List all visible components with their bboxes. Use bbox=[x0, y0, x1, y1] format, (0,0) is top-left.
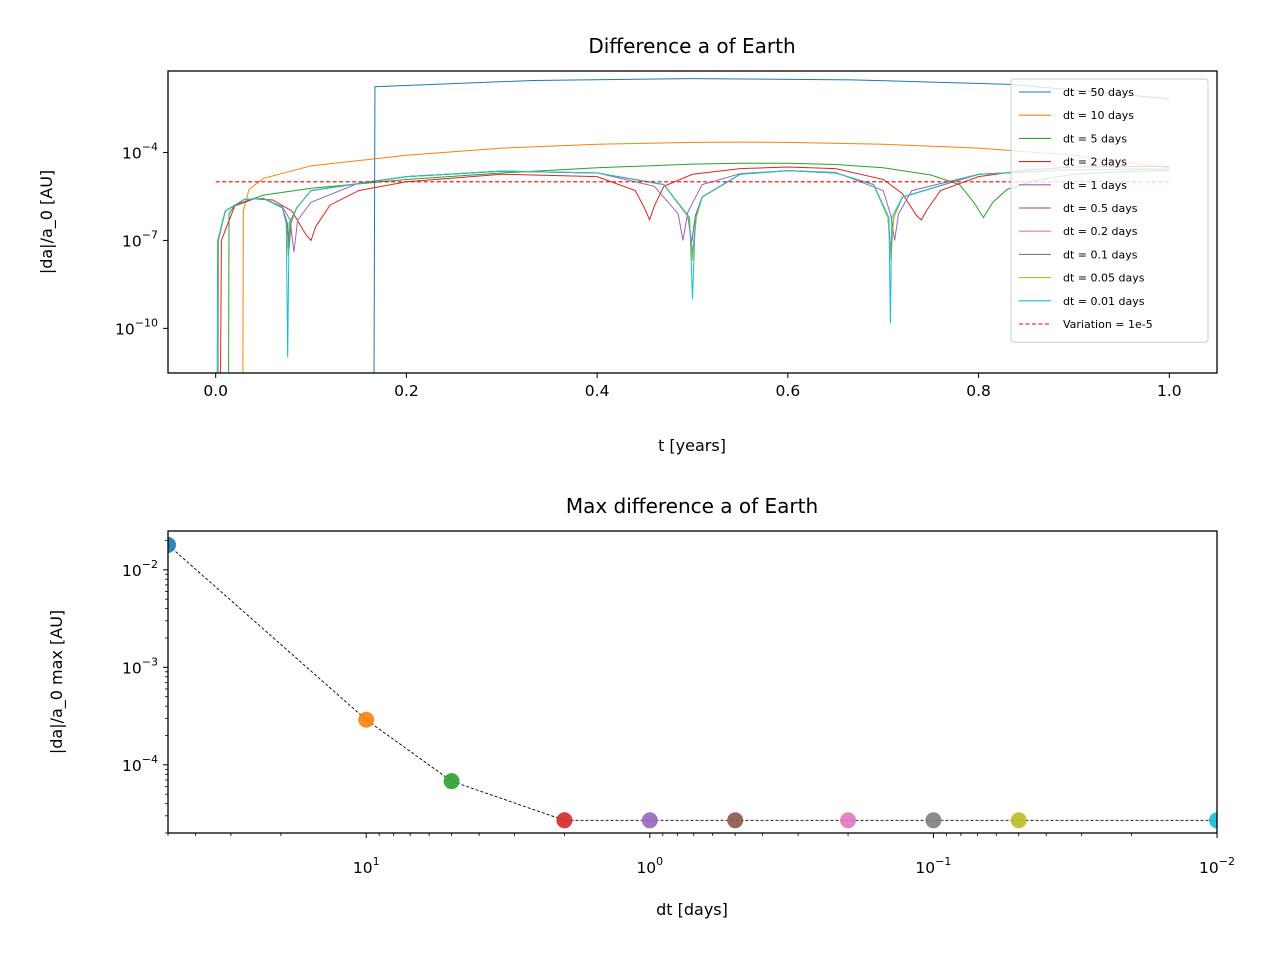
x-tick-label: 101 bbox=[353, 855, 380, 877]
x-tick-label: 0.4 bbox=[585, 382, 610, 400]
scatter-point bbox=[641, 812, 658, 829]
bottom-chart-title: Max difference a of Earth bbox=[566, 494, 818, 518]
y-tick-label: 10−4 bbox=[122, 753, 158, 775]
legend-label: dt = 2 days bbox=[1063, 156, 1127, 169]
scatter-point bbox=[1209, 812, 1217, 829]
legend-label: dt = 0.05 days bbox=[1063, 272, 1145, 285]
y-tick-label: 10−3 bbox=[122, 655, 158, 677]
series-line-dt-50-days bbox=[373, 78, 1170, 373]
connector-line bbox=[168, 544, 1217, 821]
scatter-point bbox=[840, 812, 857, 829]
y-tick-label: 10−10 bbox=[115, 316, 158, 338]
scatter-point bbox=[358, 711, 375, 728]
legend-label: dt = 5 days bbox=[1063, 132, 1127, 145]
top-chart-y-ticks: 10−10 10−7 10−4 bbox=[115, 140, 168, 338]
legend-label: dt = 10 days bbox=[1063, 109, 1134, 122]
top-chart-y-label: |da|/a_0 [AU] bbox=[37, 170, 57, 274]
bottom-chart-y-label: |da|/a_0 max [AU] bbox=[47, 610, 67, 754]
legend-label: Variation = 1e-5 bbox=[1063, 318, 1153, 331]
top-chart-x-label: t [years] bbox=[658, 436, 726, 455]
top-chart-frame bbox=[167, 70, 1218, 374]
legend-label: dt = 0.5 days bbox=[1063, 202, 1138, 215]
top-chart-legend: dt = 50 days dt = 10 days dt = 5 days dt = … bbox=[1010, 78, 1209, 343]
bottom-chart: Max difference a of Earth 101 100 10−1 10−2… bbox=[47, 494, 1235, 919]
top-chart-series-group bbox=[215, 78, 1170, 373]
x-tick-label: 1.0 bbox=[1157, 382, 1182, 400]
x-tick-label: 0.8 bbox=[966, 382, 991, 400]
scatter-point bbox=[556, 812, 573, 829]
legend-label: dt = 0.1 days bbox=[1063, 248, 1138, 261]
series-line-dt-0-01-days bbox=[216, 168, 1170, 373]
legend-label: dt = 50 days bbox=[1063, 86, 1134, 99]
x-tick-label: 10−1 bbox=[915, 855, 951, 877]
scatter-point bbox=[443, 773, 460, 790]
top-chart: Difference a of Earth 0.0 0.2 0.4 0.6 0.8 1.0… bbox=[37, 34, 1218, 455]
series-line-dt-2-days bbox=[220, 166, 1170, 373]
y-tick-label: 10−7 bbox=[122, 228, 158, 250]
y-tick-label: 10−4 bbox=[122, 140, 158, 162]
legend-label: dt = 0.2 days bbox=[1063, 225, 1138, 238]
series-line-dt-10-days bbox=[242, 141, 1170, 373]
x-tick-label: 10−2 bbox=[1199, 855, 1235, 877]
bottom-chart-y-ticks: 10−4 10−3 10−2 bbox=[122, 540, 168, 834]
top-chart-title: Difference a of Earth bbox=[588, 34, 795, 58]
legend-label: dt = 1 days bbox=[1063, 179, 1127, 192]
scatter-point bbox=[925, 812, 942, 829]
legend-box bbox=[1010, 78, 1209, 343]
x-tick-label: 0.2 bbox=[394, 382, 419, 400]
series-line-dt-1-days bbox=[217, 168, 1170, 373]
bottom-chart-frame bbox=[167, 530, 1218, 834]
bottom-chart-x-ticks: 101 100 10−1 10−2 bbox=[167, 833, 1235, 877]
y-tick-label: 10−2 bbox=[122, 558, 158, 580]
top-chart-x-ticks: 0.0 0.2 0.4 0.6 0.8 1.0 bbox=[203, 373, 1182, 400]
x-tick-label: 0.6 bbox=[776, 382, 801, 400]
scatter-point bbox=[727, 812, 744, 829]
x-tick-label: 100 bbox=[636, 855, 663, 877]
x-tick-label: 0.0 bbox=[203, 382, 228, 400]
bottom-chart-series-group bbox=[168, 536, 1217, 829]
scatter-point bbox=[1010, 812, 1027, 829]
scatter-point bbox=[168, 536, 176, 553]
legend-label: dt = 0.01 days bbox=[1063, 295, 1145, 308]
bottom-chart-x-label: dt [days] bbox=[656, 900, 728, 919]
